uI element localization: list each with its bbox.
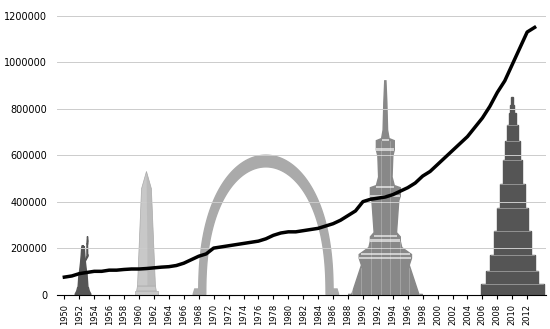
Polygon shape: [146, 171, 156, 286]
Polygon shape: [85, 243, 88, 262]
Polygon shape: [199, 155, 333, 294]
Polygon shape: [87, 237, 88, 244]
Polygon shape: [135, 291, 158, 294]
Polygon shape: [481, 97, 543, 294]
Polygon shape: [79, 247, 87, 274]
Polygon shape: [78, 274, 88, 288]
Polygon shape: [327, 289, 339, 294]
Polygon shape: [361, 253, 410, 255]
Polygon shape: [376, 148, 394, 151]
Polygon shape: [374, 235, 397, 238]
Polygon shape: [370, 194, 400, 197]
Polygon shape: [138, 171, 156, 286]
Polygon shape: [382, 139, 389, 141]
Polygon shape: [136, 286, 156, 291]
Polygon shape: [376, 186, 394, 188]
Polygon shape: [348, 81, 422, 294]
Polygon shape: [75, 288, 91, 294]
Polygon shape: [370, 240, 400, 242]
Polygon shape: [359, 257, 411, 259]
Polygon shape: [193, 289, 205, 294]
